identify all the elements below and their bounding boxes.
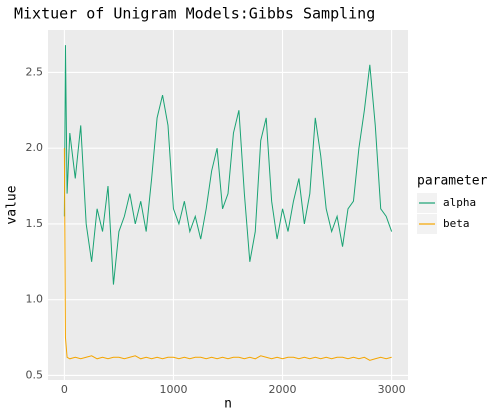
x-axis-label: n xyxy=(224,397,232,412)
legend-label: alpha xyxy=(443,196,476,209)
y-tick-label: 1.0 xyxy=(26,293,44,306)
x-tick-label: 3000 xyxy=(378,383,406,396)
y-tick-label: 2.0 xyxy=(26,141,44,154)
series-line xyxy=(63,45,393,285)
y-axis-label: value xyxy=(5,185,20,224)
legend-title: parameter xyxy=(417,174,488,189)
y-tick-label: 0.5 xyxy=(26,368,44,381)
x-tick-label: 2000 xyxy=(269,383,297,396)
chart-title: Mixtuer of Unigram Models:Gibbs Sampling xyxy=(14,5,375,23)
plot-panel xyxy=(48,30,408,380)
y-tick-label: 2.5 xyxy=(26,65,44,78)
series-line xyxy=(63,148,392,361)
y-tick-label: 1.5 xyxy=(26,217,44,230)
x-tick-label: 0 xyxy=(61,383,68,396)
x-tick-label: 1000 xyxy=(159,383,187,396)
legend-label: beta xyxy=(443,217,470,230)
